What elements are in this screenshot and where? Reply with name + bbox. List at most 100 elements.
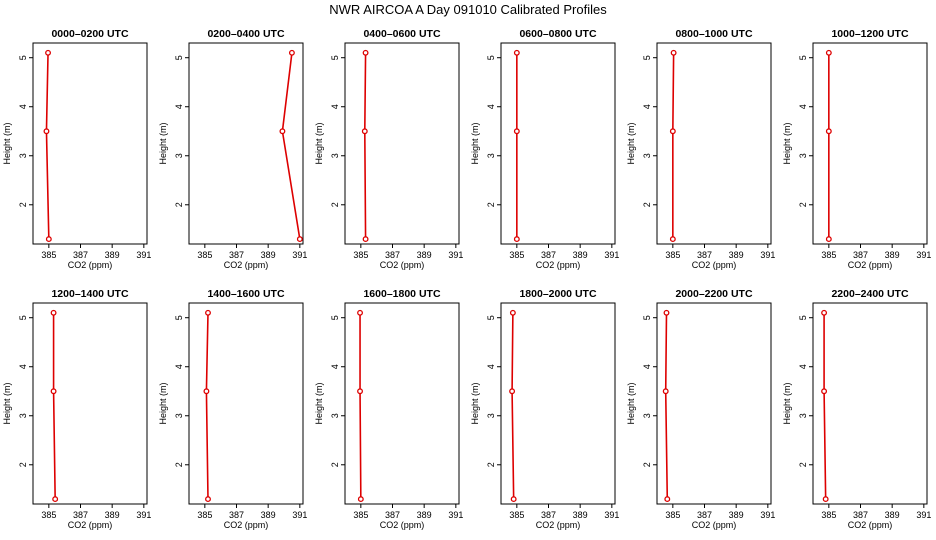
y-tick-label: 3 bbox=[486, 153, 496, 158]
data-point bbox=[45, 236, 52, 243]
plot-frame bbox=[32, 302, 148, 505]
x-axis-label: CO2 (ppm) bbox=[536, 520, 581, 530]
x-tick-label: 391 bbox=[916, 510, 931, 520]
data-point bbox=[513, 128, 520, 135]
data-point bbox=[205, 496, 211, 503]
y-tick-label: 5 bbox=[486, 55, 496, 60]
plot-frame bbox=[344, 42, 460, 245]
plot-frame bbox=[656, 42, 772, 245]
x-tick-label: 385 bbox=[353, 510, 368, 520]
y-tick-label: 3 bbox=[330, 153, 340, 158]
x-axis-label: CO2 (ppm) bbox=[380, 520, 425, 530]
data-point bbox=[663, 309, 670, 316]
x-tick-label: 391 bbox=[916, 250, 931, 260]
y-tick-label: 5 bbox=[330, 55, 340, 60]
data-point bbox=[296, 236, 303, 243]
x-tick-label: 391 bbox=[604, 510, 619, 520]
data-point bbox=[362, 236, 369, 243]
y-tick-label: 4 bbox=[642, 364, 652, 369]
data-point bbox=[205, 309, 211, 316]
x-tick-label: 387 bbox=[853, 250, 868, 260]
x-tick-label: 391 bbox=[760, 250, 775, 260]
data-point bbox=[45, 49, 51, 56]
y-tick-label: 4 bbox=[330, 104, 340, 109]
x-axis-label: CO2 (ppm) bbox=[848, 260, 893, 270]
data-point bbox=[669, 128, 676, 135]
plot-frame bbox=[500, 42, 616, 245]
y-tick-label: 5 bbox=[798, 315, 808, 320]
panel-title: 1000–1200 UTC bbox=[831, 28, 908, 40]
x-tick-label: 387 bbox=[697, 250, 712, 260]
x-tick-label: 387 bbox=[229, 510, 244, 520]
x-tick-label: 387 bbox=[385, 250, 400, 260]
panel-title: 0400–0600 UTC bbox=[363, 28, 440, 40]
data-point bbox=[361, 128, 368, 135]
panel-title: 0000–0200 UTC bbox=[51, 28, 128, 40]
y-tick-label: 2 bbox=[642, 462, 652, 467]
x-tick-label: 389 bbox=[573, 250, 588, 260]
y-tick-label: 2 bbox=[486, 462, 496, 467]
x-tick-label: 389 bbox=[885, 250, 900, 260]
x-axis-label: CO2 (ppm) bbox=[692, 520, 737, 530]
y-tick-label: 5 bbox=[798, 55, 808, 60]
data-point bbox=[357, 388, 363, 395]
data-point bbox=[50, 388, 57, 395]
profile-line bbox=[359, 312, 362, 500]
data-point bbox=[203, 388, 210, 395]
profile-line bbox=[664, 312, 669, 500]
profile-line bbox=[52, 312, 56, 500]
x-tick-label: 391 bbox=[760, 510, 775, 520]
panel-title: 1800–2000 UTC bbox=[519, 288, 596, 300]
y-tick-label: 5 bbox=[18, 55, 28, 60]
profile-line bbox=[511, 312, 515, 500]
y-tick-label: 3 bbox=[18, 413, 28, 418]
data-point bbox=[357, 309, 363, 316]
x-tick-label: 391 bbox=[136, 250, 151, 260]
y-axis-label: Height (m) bbox=[2, 382, 12, 424]
x-tick-label: 391 bbox=[448, 510, 463, 520]
y-tick-label: 2 bbox=[330, 202, 340, 207]
x-axis-label: CO2 (ppm) bbox=[536, 260, 581, 270]
y-tick-label: 2 bbox=[798, 462, 808, 467]
x-tick-label: 387 bbox=[229, 250, 244, 260]
y-tick-label: 3 bbox=[798, 153, 808, 158]
y-tick-label: 2 bbox=[18, 462, 28, 467]
y-axis-label: Height (m) bbox=[2, 122, 12, 164]
x-tick-label: 385 bbox=[353, 250, 368, 260]
x-tick-label: 385 bbox=[41, 510, 56, 520]
y-tick-label: 3 bbox=[798, 413, 808, 418]
data-point bbox=[362, 49, 369, 56]
x-tick-label: 385 bbox=[41, 250, 56, 260]
panel-title: 1600–1800 UTC bbox=[363, 288, 440, 300]
y-tick-label: 3 bbox=[330, 413, 340, 418]
panel-title: 1200–1400 UTC bbox=[51, 288, 128, 300]
panel-title: 0200–0400 UTC bbox=[207, 28, 284, 40]
y-tick-label: 4 bbox=[486, 104, 496, 109]
data-point bbox=[821, 388, 828, 395]
data-point bbox=[288, 49, 295, 56]
x-tick-label: 385 bbox=[665, 510, 680, 520]
x-tick-label: 389 bbox=[105, 250, 120, 260]
plot-frame bbox=[656, 302, 772, 505]
y-axis-label: Height (m) bbox=[314, 382, 324, 424]
data-point bbox=[52, 496, 59, 503]
data-point bbox=[822, 496, 829, 503]
x-tick-label: 387 bbox=[697, 510, 712, 520]
y-axis-label: Height (m) bbox=[782, 122, 792, 164]
x-axis-label: CO2 (ppm) bbox=[224, 260, 269, 270]
panel-title: 1400–1600 UTC bbox=[207, 288, 284, 300]
y-tick-label: 4 bbox=[330, 364, 340, 369]
x-tick-label: 389 bbox=[729, 510, 744, 520]
data-point bbox=[670, 49, 677, 56]
y-axis-label: Height (m) bbox=[470, 122, 480, 164]
plot-frame bbox=[188, 302, 304, 505]
y-tick-label: 4 bbox=[18, 104, 28, 109]
x-tick-label: 389 bbox=[105, 510, 120, 520]
profile-line bbox=[363, 52, 367, 240]
x-axis-label: CO2 (ppm) bbox=[224, 520, 269, 530]
figure-title: NWR AIRCOA A Day 091010 Calibrated Profi… bbox=[329, 2, 607, 17]
x-tick-label: 389 bbox=[417, 510, 432, 520]
x-tick-label: 385 bbox=[197, 250, 212, 260]
plot-frame bbox=[500, 302, 616, 505]
